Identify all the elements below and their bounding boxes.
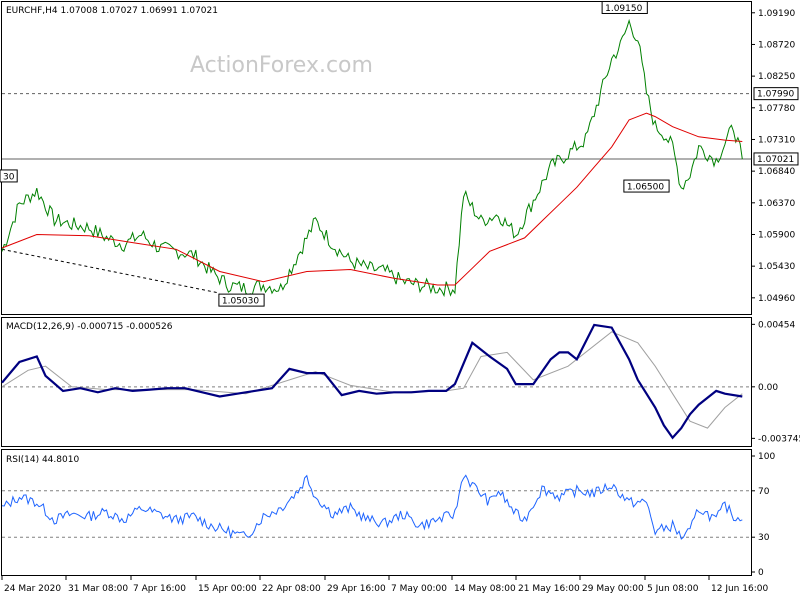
price-annotation-box [218,293,265,307]
price-y-tick-label: 1.07310 [758,135,795,145]
macd-line [1,323,743,440]
macd-signal-line [1,331,743,429]
price-annotation-label: 30 [3,172,15,182]
price-hline-label: 1.07990 [757,90,794,100]
macd-header: MACD(12,26,9) -0.000715 -0.000526 [6,322,173,332]
price-hline-label: 1.07021 [757,155,794,165]
rsi-panel-frame [1,449,752,576]
macd-y-tick-label: -0.003745 [758,434,800,444]
x-tick-label: 22 Apr 08:00 [262,584,321,594]
x-tick-label: 31 Mar 08:00 [68,584,128,594]
rsi-y-tick-label: 70 [758,487,770,497]
macd-layer: 0.00454 0.00 -0.003745 [1,320,800,444]
price-annotation-box [0,169,18,183]
price-y-tick-label: 1.09190 [758,9,795,19]
price-annotation-box [623,179,670,193]
moving-average-line [1,112,743,286]
rsi-layer: 100 70 30 0 [1,452,775,578]
rsi-header: RSI(14) 44.8010 [6,455,79,465]
x-tick-label: 7 Apr 16:00 [133,584,186,594]
price-y-tick-label: 1.07780 [758,104,795,114]
price-hline-label-box [753,152,799,166]
price-y-tick-label: 1.05900 [758,230,795,240]
price-annotation-label: 1.06500 [627,183,664,193]
price-annotation-box [601,0,648,14]
price-header: EURCHF,H4 1.07008 1.07027 1.06991 1.0702… [6,6,218,16]
macd-y-tick-label: 0.00 [758,383,778,393]
price-layer: 1.09190 1.08720 1.08250 1.07780 1.07310 1.068… [0,0,799,307]
price-annotation-label: 1.09150 [605,4,642,14]
x-tick-label: 12 Jun 16:00 [711,584,768,594]
rsi-y-tick-label: 0 [758,568,764,578]
x-tick-label: 29 Apr 16:00 [327,584,386,594]
rsi-y-tick-label: 100 [758,452,775,462]
price-panel-frame [1,1,752,315]
trendline [1,248,220,294]
x-tick-label: 14 May 08:00 [454,584,516,594]
price-series [1,18,743,298]
x-tick-label: 21 May 16:00 [518,584,580,594]
watermark: ActionForex.com [190,53,373,78]
price-y-tick-label: 1.08720 [758,40,795,50]
price-y-tick-label: 1.06840 [758,167,795,177]
rsi-y-tick-label: 30 [758,533,770,543]
x-tick-label: 5 Jun 08:00 [647,584,699,594]
price-y-tick-label: 1.05430 [758,262,795,272]
rsi-line [1,474,743,540]
macd-y-tick-label: 0.00454 [758,320,795,330]
price-annotation-label: 1.05030 [222,297,259,307]
x-tick-label: 24 Mar 2020 [4,584,61,594]
price-hline-label-box [753,87,799,101]
x-tick-label: 15 Apr 00:00 [198,584,257,594]
x-tick-label: 7 May 00:00 [391,584,447,594]
x-tick-label: 29 May 00:00 [582,584,644,594]
price-y-tick-label: 1.08250 [758,72,795,82]
price-y-tick-label: 1.06370 [758,199,795,209]
x-axis: 24 Mar 2020 31 Mar 08:00 7 Apr 16:00 15 Apr… [1,575,768,594]
price-y-tick-label: 1.04960 [758,294,795,304]
